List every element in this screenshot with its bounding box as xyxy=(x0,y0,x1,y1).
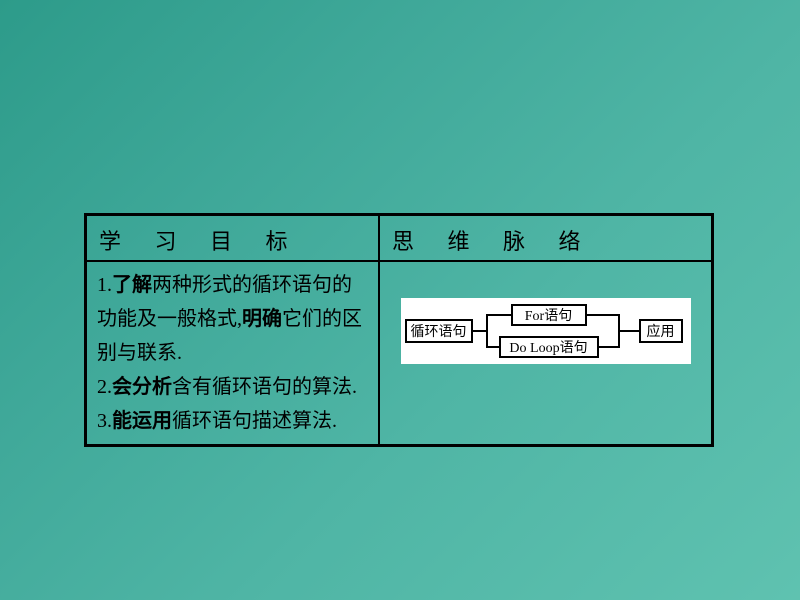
objective-3: 3.能运用循环语句描述算法. xyxy=(97,404,368,438)
objective-2: 2.会分析含有循环语句的算法. xyxy=(97,370,368,404)
obj3-num: 3. xyxy=(97,410,112,432)
diagram-cell: 循环语句 For语句 Do Loop语句 应用 xyxy=(379,261,713,446)
obj1-b1: 了解 xyxy=(112,274,152,296)
header-right-text: 思 维 脉 络 xyxy=(392,229,595,254)
objectives-cell: 1.了解两种形式的循环语句的功能及一般格式,明确它们的区别与联系. 2.会分析含… xyxy=(86,261,380,446)
obj1-b2: 明确 xyxy=(242,308,282,330)
header-row: 学 习 目 标 思 维 脉 络 xyxy=(86,215,713,262)
flow-diagram: 循环语句 For语句 Do Loop语句 应用 xyxy=(401,298,691,364)
objectives-list: 1.了解两种形式的循环语句的功能及一般格式,明确它们的区别与联系. 2.会分析含… xyxy=(97,268,368,438)
diagram-wrap: 循环语句 For语句 Do Loop语句 应用 xyxy=(390,268,701,394)
obj3-b1: 能运用 xyxy=(112,410,172,432)
header-left-text: 学 习 目 标 xyxy=(99,229,302,254)
node-doloop: Do Loop语句 xyxy=(499,336,599,358)
node-apply: 应用 xyxy=(639,319,683,343)
obj2-r1: 含有循环语句的算法. xyxy=(172,376,357,398)
obj3-r1: 循环语句描述算法. xyxy=(172,410,337,432)
obj2-b1: 会分析 xyxy=(112,376,172,398)
header-mindmap: 思 维 脉 络 xyxy=(379,215,713,262)
content-table: 学 习 目 标 思 维 脉 络 1.了解两种形式的循环语句的功能及一般格式,明确… xyxy=(84,213,714,447)
objective-1: 1.了解两种形式的循环语句的功能及一般格式,明确它们的区别与联系. xyxy=(97,268,368,370)
obj2-num: 2. xyxy=(97,376,112,398)
body-row: 1.了解两种形式的循环语句的功能及一般格式,明确它们的区别与联系. 2.会分析含… xyxy=(86,261,713,446)
node-loop: 循环语句 xyxy=(405,319,473,343)
obj1-num: 1. xyxy=(97,274,112,296)
node-for: For语句 xyxy=(511,304,587,326)
header-objectives: 学 习 目 标 xyxy=(86,215,380,262)
